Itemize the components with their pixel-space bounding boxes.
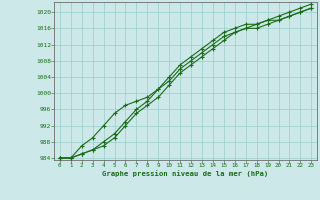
X-axis label: Graphe pression niveau de la mer (hPa): Graphe pression niveau de la mer (hPa) xyxy=(102,170,269,177)
